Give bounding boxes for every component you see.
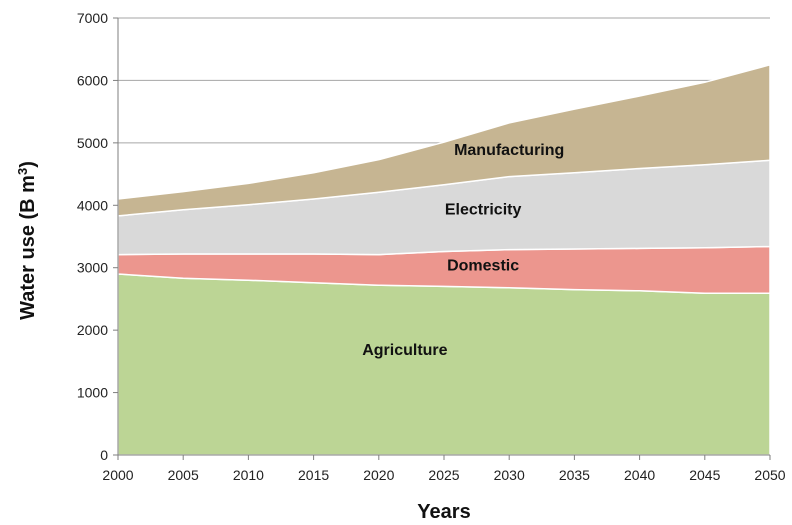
y-tick-label-5000: 5000 <box>77 135 108 151</box>
y-tick-label-0: 0 <box>100 447 108 463</box>
x-tick-label-2010: 2010 <box>233 467 264 483</box>
y-tick-label-7000: 7000 <box>77 10 108 26</box>
x-axis-title: Years <box>417 501 470 523</box>
x-tick-label-2025: 2025 <box>428 467 459 483</box>
area-label-agriculture: Agriculture <box>362 342 447 359</box>
y-tick-label-4000: 4000 <box>77 197 108 213</box>
x-tick-labels: 2000 2005 2010 2015 2020 2025 2030 2035 2040 2045… <box>102 455 786 483</box>
x-tick-label-2040: 2040 <box>624 467 655 483</box>
x-tick-label-2000: 2000 <box>102 467 133 483</box>
area-label-electricity: Electricity <box>445 201 522 218</box>
y-axis-title-main: Water use (B m <box>17 175 39 320</box>
y-tick-label-1000: 1000 <box>77 385 108 401</box>
x-tick-label-2045: 2045 <box>689 467 720 483</box>
x-tick-label-2030: 2030 <box>494 467 525 483</box>
area-labels: Agriculture Domestic Electricity Manufactur… <box>362 142 564 359</box>
y-axis-title: Water use (B m3) <box>15 161 39 320</box>
area-label-manufacturing: Manufacturing <box>454 142 564 159</box>
y-tick-label-6000: 6000 <box>77 72 108 88</box>
area-manufacturing <box>117 64 771 217</box>
area-label-domestic: Domestic <box>447 258 519 275</box>
x-tick-label-2050: 2050 <box>754 467 785 483</box>
area-agriculture <box>117 273 771 456</box>
y-tick-label-3000: 3000 <box>77 260 108 276</box>
x-tick-label-2035: 2035 <box>559 467 590 483</box>
y-tick-label-2000: 2000 <box>77 322 108 338</box>
y-tick-labels: 0 1000 2000 3000 4000 5000 6000 7000 <box>77 10 118 463</box>
y-axis-title-close: ) <box>17 161 39 168</box>
x-tick-label-2020: 2020 <box>363 467 394 483</box>
stacked-areas <box>117 64 771 456</box>
x-tick-label-2005: 2005 <box>168 467 199 483</box>
x-tick-label-2015: 2015 <box>298 467 329 483</box>
y-axis-title-superscript: 3 <box>15 168 30 175</box>
